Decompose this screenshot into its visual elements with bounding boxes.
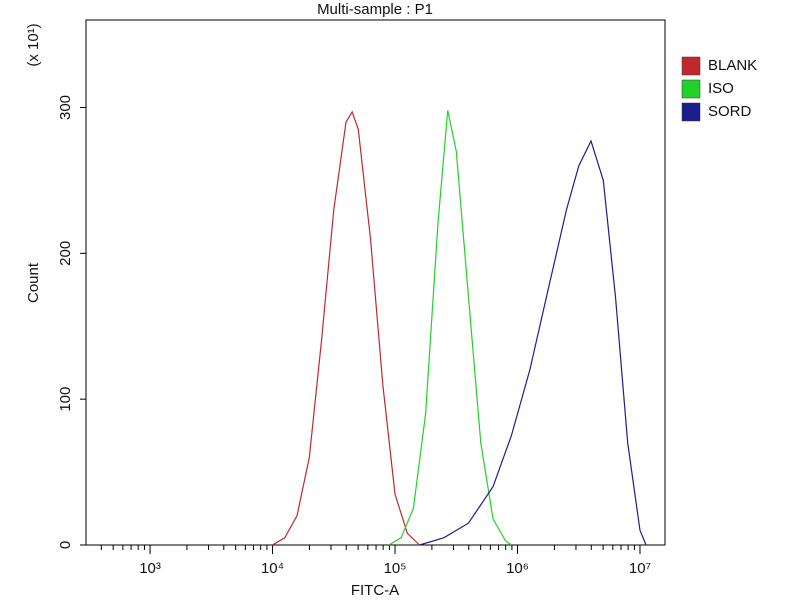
legend-label: ISO — [708, 80, 734, 97]
legend-swatch — [681, 79, 701, 99]
plot-frame — [85, 19, 666, 546]
legend-swatch — [681, 102, 701, 122]
x-tick-label: 10⁷ — [629, 560, 651, 577]
legend-swatch — [681, 56, 701, 76]
x-tick-label: 10³ — [139, 560, 161, 577]
x-tick-label: 10⁵ — [384, 560, 407, 577]
chart-title: Multi-sample : P1 — [317, 1, 433, 18]
series-line — [272, 110, 420, 546]
x-axis-label: FITC-A — [351, 582, 399, 599]
y-axis-label: Count — [25, 262, 42, 303]
y-tick-label: 200 — [57, 241, 74, 266]
y-tick-label: 300 — [57, 95, 74, 120]
legend-label: SORD — [708, 103, 752, 120]
y-tick-label: 0 — [57, 541, 74, 549]
series-line — [419, 139, 647, 546]
legend-label: BLANK — [708, 57, 757, 74]
y-scale-label: (x 10¹) — [25, 23, 42, 66]
y-tick-label: 100 — [57, 387, 74, 412]
x-tick-label: 10⁴ — [261, 560, 284, 577]
x-tick-label: 10⁶ — [506, 560, 529, 577]
series-line — [388, 110, 512, 546]
